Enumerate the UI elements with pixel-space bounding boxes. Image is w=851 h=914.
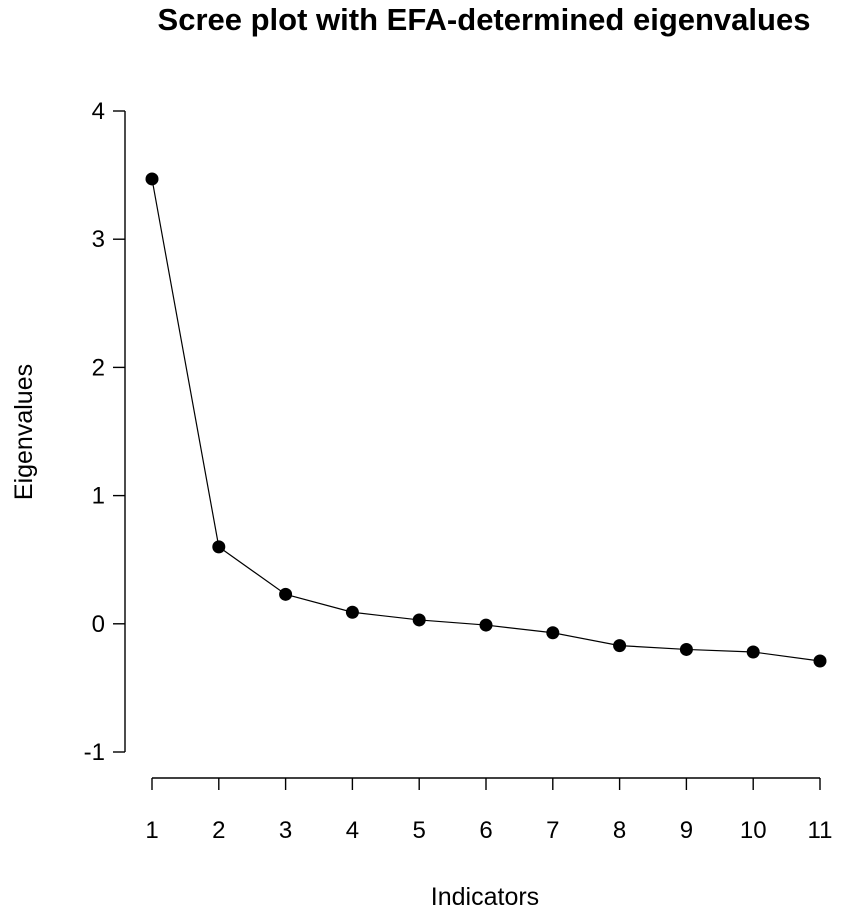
y-tick-label: 3 [92,226,105,253]
y-tick-label: -1 [84,739,105,766]
x-tick-label: 11 [808,817,833,844]
x-tick-label: 8 [613,817,626,844]
x-tick-label: 5 [413,817,426,844]
y-axis-title: Eigenvalues [10,364,38,500]
x-tick-label: 4 [346,817,359,844]
x-tick-label: 1 [145,817,158,844]
x-axis-title: Indicators [431,883,539,911]
x-tick-label: 3 [279,817,292,844]
data-point [746,645,760,659]
y-tick-label: 2 [92,354,105,381]
data-point [479,618,493,632]
x-tick-label: 9 [680,817,693,844]
y-tick-label: 4 [92,98,105,125]
data-point [546,626,560,640]
chart-title: Scree plot with EFA-determined eigenvalu… [158,2,811,37]
x-tick-label: 6 [479,817,492,844]
data-point [412,613,426,627]
data-point [212,540,226,554]
y-axis: -1 0 1 2 3 4 [84,98,126,766]
data-point [345,605,359,619]
data-point [813,654,827,668]
x-tick-label: 7 [546,817,559,844]
x-tick-label: 10 [740,817,767,844]
y-tick-label: 0 [92,611,105,638]
x-tick-label: 2 [212,817,225,844]
data-point [145,172,159,186]
x-axis: 1 2 3 4 5 6 7 8 9 10 11 [145,777,833,844]
data-point [279,587,293,601]
data-point [679,642,693,656]
series-layer [145,172,827,668]
series-line [151,178,821,662]
y-tick-label: 1 [92,483,105,510]
data-point [613,639,627,653]
